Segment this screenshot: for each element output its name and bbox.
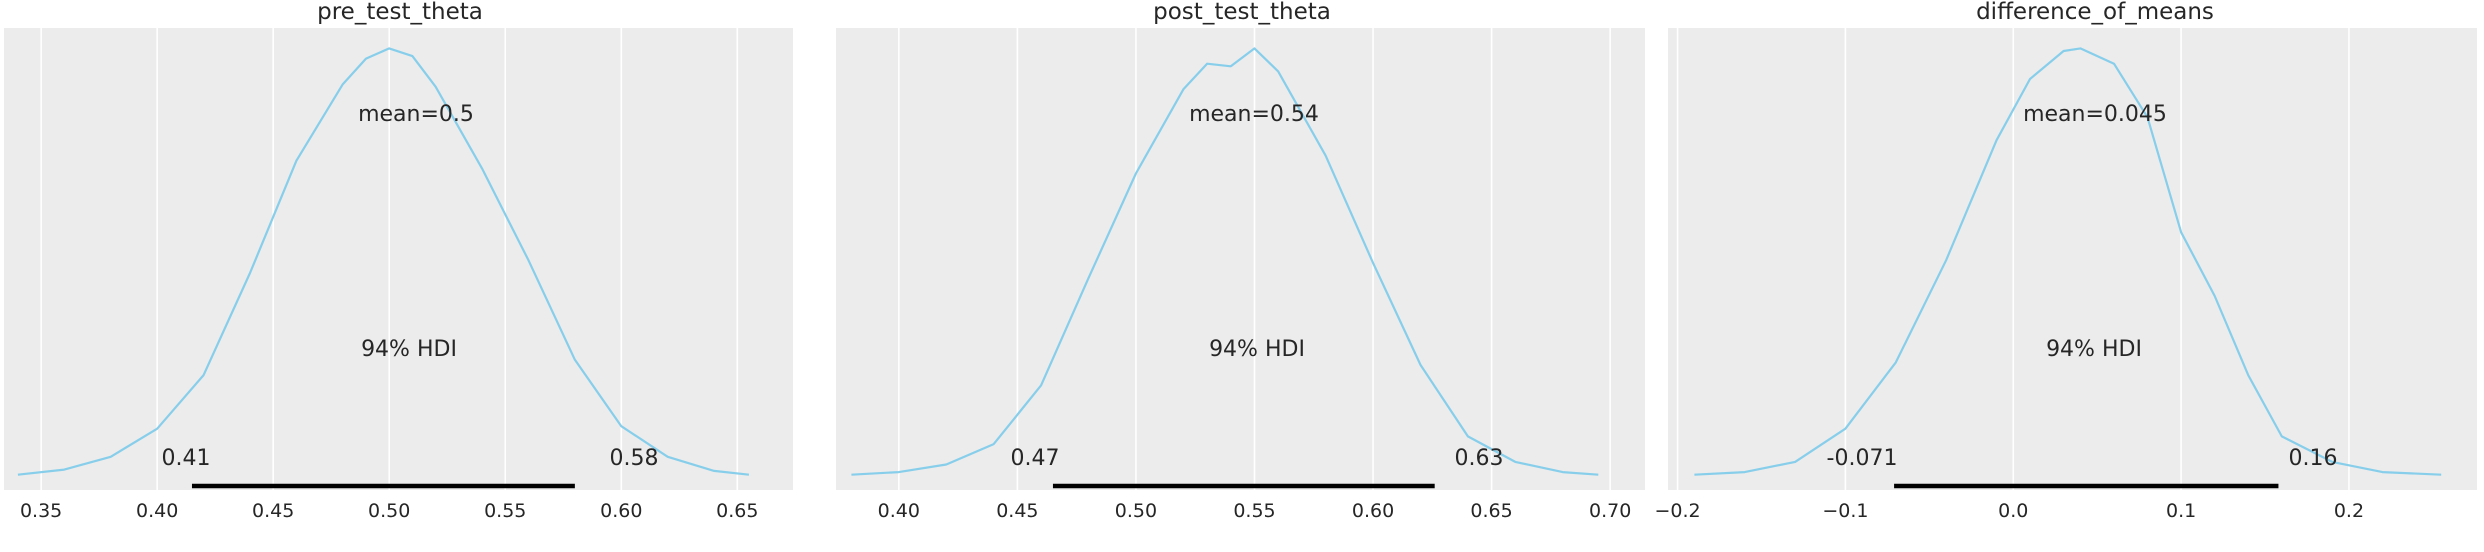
density-curve [851, 47, 1599, 476]
x-tick-label: 0.50 [368, 500, 410, 522]
x-tick-label: 0.40 [878, 500, 920, 522]
x-tick-label: 0.50 [1115, 500, 1157, 522]
panel-title: post_test_theta [1153, 0, 1331, 25]
x-tick-label: −0.1 [1822, 500, 1868, 522]
hdi-probability-label: 94% HDI [1209, 337, 1305, 362]
density-curve [1694, 47, 2442, 476]
x-tick-label: 0.45 [996, 500, 1038, 522]
hdi-high-label: 0.58 [610, 446, 659, 471]
x-tick-label: −0.2 [1654, 500, 1700, 522]
mean-label: mean=0.045 [2023, 102, 2167, 127]
hdi-high-label: 0.16 [2289, 446, 2338, 471]
x-tick-label: 0.70 [1589, 500, 1631, 522]
hdi-low-label: 0.47 [1011, 446, 1060, 471]
panel-difference-of-means: difference_of_means mean=0.045 94% HDI -… [1654, 0, 2477, 522]
hdi-probability-label: 94% HDI [361, 337, 457, 362]
panel-title: difference_of_means [1976, 0, 2214, 25]
hdi-high-label: 0.63 [1455, 446, 1504, 471]
x-tick-label: 0.55 [1233, 500, 1275, 522]
plot-area [836, 28, 1645, 490]
x-tick-label: 0.1 [2166, 500, 2196, 522]
x-tick-label: 0.2 [2334, 500, 2364, 522]
panel-post-test-theta: post_test_theta mean=0.54 94% HDI 0.47 0… [836, 0, 1645, 522]
x-tick-label: 0.65 [716, 500, 758, 522]
x-tick-label: 0.60 [1352, 500, 1394, 522]
x-tick-label: 0.55 [484, 500, 526, 522]
x-tick-label: 0.0 [1998, 500, 2028, 522]
hdi-low-label: 0.41 [162, 446, 211, 471]
x-tick-label: 0.45 [252, 500, 294, 522]
mean-label: mean=0.5 [358, 102, 474, 127]
x-tick-label: 0.35 [20, 500, 62, 522]
hdi-probability-label: 94% HDI [2046, 337, 2142, 362]
x-tick-label: 0.40 [136, 500, 178, 522]
x-tick-label: 0.65 [1470, 500, 1512, 522]
hdi-low-label: -0.071 [1827, 446, 1898, 471]
mean-label: mean=0.54 [1189, 102, 1319, 127]
panel-title: pre_test_theta [317, 0, 483, 25]
x-tick-label: 0.60 [600, 500, 642, 522]
plot-area [4, 28, 793, 490]
plot-area [1668, 28, 2477, 490]
panel-pre-test-theta: pre_test_theta mean=0.5 94% HDI 0.41 0.5… [4, 0, 793, 522]
density-curve [17, 47, 750, 476]
